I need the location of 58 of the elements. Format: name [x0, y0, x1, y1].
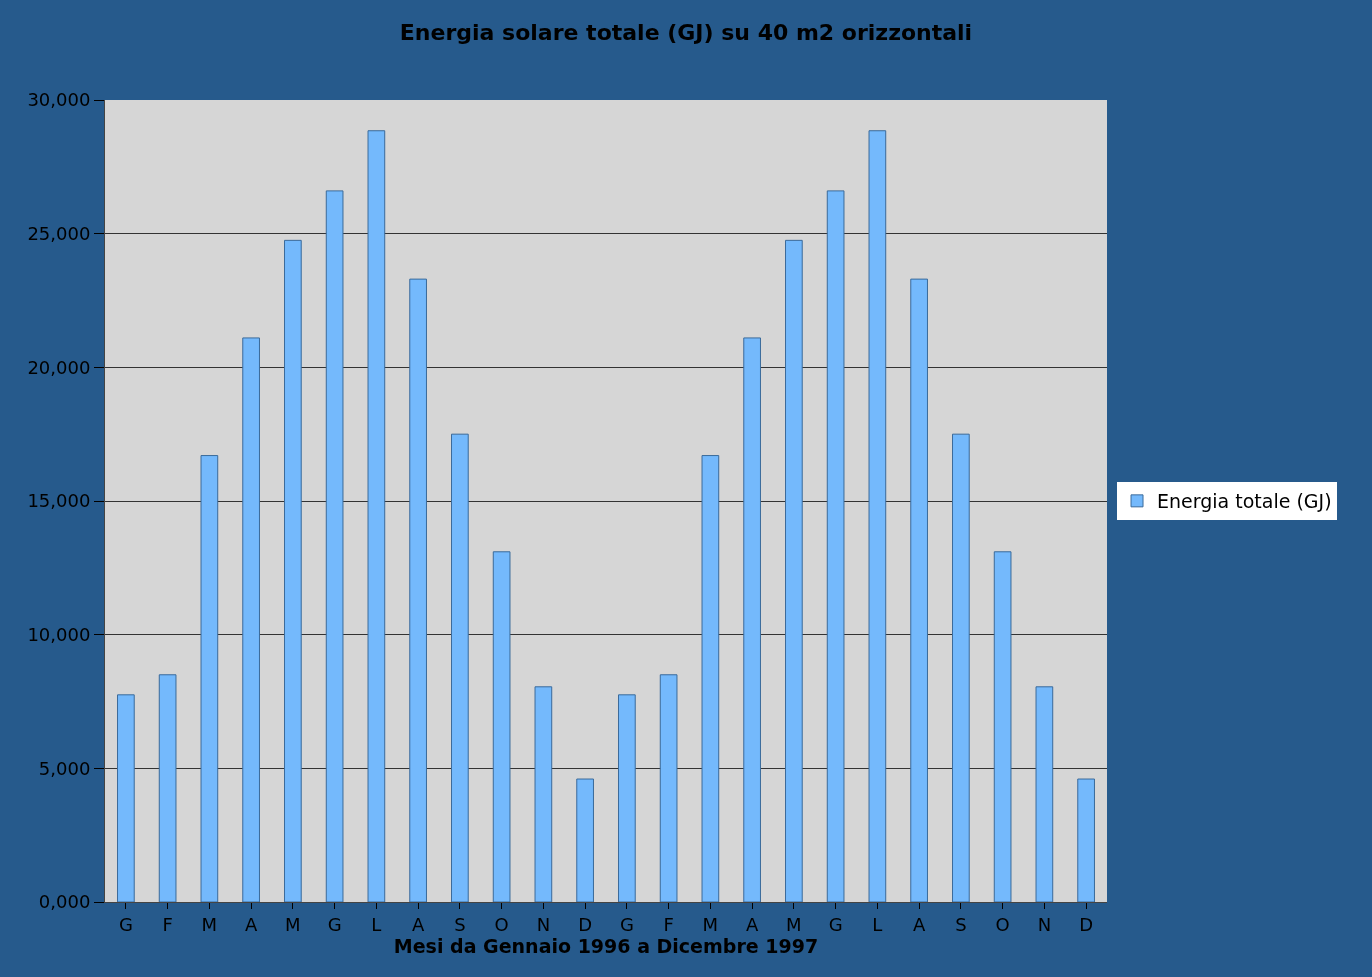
- x-tick-label: S: [955, 913, 967, 935]
- bar: [868, 130, 887, 902]
- x-tick-label: N: [536, 913, 551, 935]
- bar: [576, 778, 594, 902]
- bar: [200, 455, 219, 902]
- y-tick-label: 30,000: [27, 89, 91, 111]
- bar: [492, 551, 511, 902]
- bar: [284, 239, 302, 902]
- x-tick-label: S: [454, 913, 466, 935]
- legend-label: Energia totale (GJ): [1157, 490, 1332, 513]
- x-tick-label: D: [1079, 913, 1094, 935]
- bar: [952, 433, 970, 902]
- bar: [1077, 778, 1095, 902]
- y-tick-label: 5,000: [38, 757, 91, 779]
- x-tick-label: G: [327, 913, 342, 935]
- x-tick-label: M: [702, 913, 719, 935]
- bar: [826, 190, 845, 902]
- x-tick-label: G: [118, 913, 133, 935]
- x-tick-label: L: [872, 913, 883, 935]
- x-tick-label: O: [494, 913, 509, 935]
- x-tick-label: F: [162, 913, 173, 935]
- x-tick-label: D: [578, 913, 593, 935]
- x-tick-label: M: [285, 913, 301, 935]
- x-tick-label: A: [745, 913, 759, 935]
- bar: [325, 190, 344, 902]
- x-tick-label: M: [201, 913, 218, 935]
- x-tick-label: F: [663, 913, 674, 935]
- y-tick-label: 10,000: [27, 623, 91, 645]
- bar: [534, 686, 553, 902]
- x-tick-label: O: [995, 913, 1010, 935]
- x-tick-label: A: [912, 913, 926, 935]
- x-axis-title: Mesi da Gennaio 1996 a Dicembre 1997: [393, 934, 819, 957]
- bar: [451, 433, 469, 902]
- bar: [1035, 686, 1054, 902]
- y-tick-label: 25,000: [27, 222, 91, 244]
- bar: [743, 337, 761, 902]
- bar: [910, 278, 928, 902]
- bar: [242, 337, 260, 902]
- bar: [785, 239, 803, 902]
- bar: [117, 694, 135, 902]
- chart-title: Energia solare totale (GJ) su 40 m2 orizzontali: [399, 19, 973, 45]
- x-tick-label: N: [1037, 913, 1052, 935]
- y-tick-label: 20,000: [27, 356, 91, 378]
- x-tick-label: M: [786, 913, 802, 935]
- bar: [409, 278, 427, 902]
- bar: [367, 130, 386, 902]
- bar: [158, 674, 177, 902]
- bar: [993, 551, 1012, 902]
- x-tick-label: A: [244, 913, 258, 935]
- bar: [659, 674, 678, 902]
- x-tick-label: A: [411, 913, 425, 935]
- x-tick-label: G: [619, 913, 634, 935]
- y-tick-label: 15,000: [27, 490, 91, 512]
- bar: [701, 455, 720, 902]
- bar: [618, 694, 636, 902]
- y-tick-label: 0,000: [38, 891, 91, 913]
- x-tick-label: G: [828, 913, 843, 935]
- x-tick-label: L: [371, 913, 382, 935]
